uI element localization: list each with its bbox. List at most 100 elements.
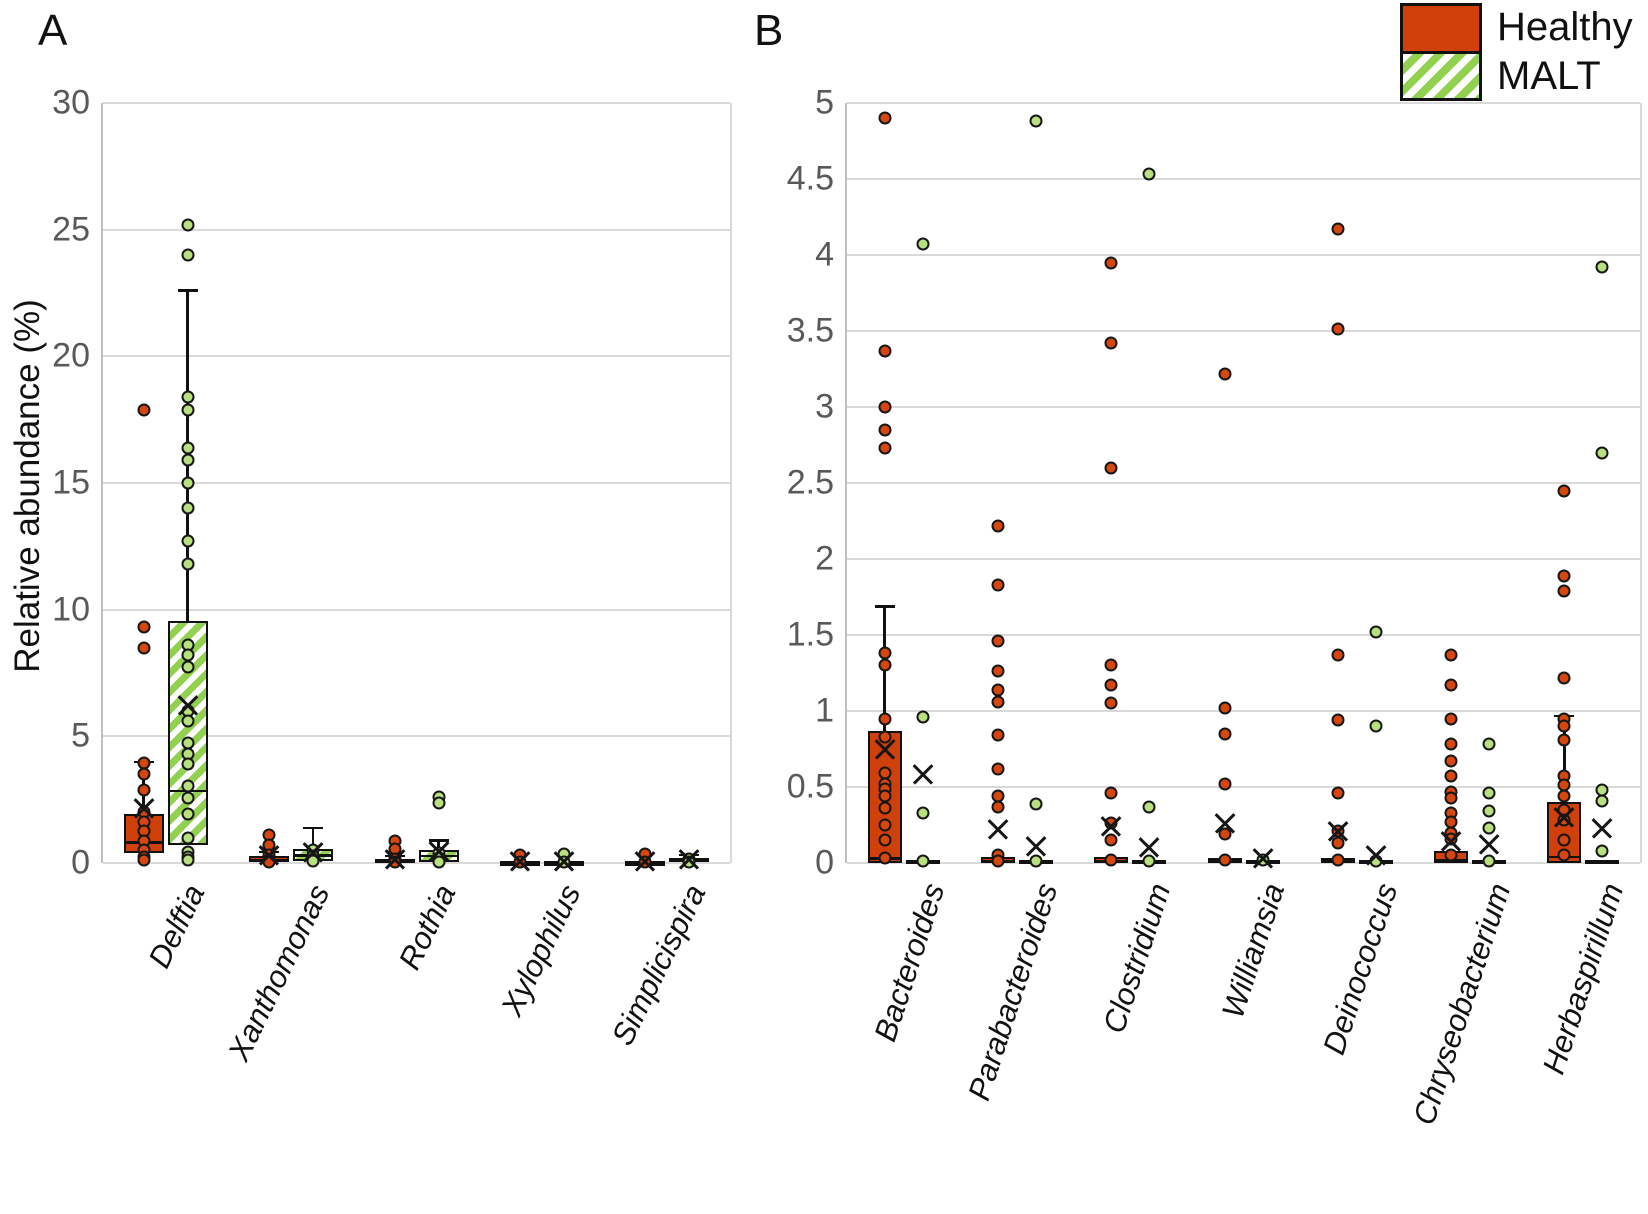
box-healthy	[1434, 850, 1469, 863]
data-point-healthy	[388, 834, 401, 848]
data-point-malt	[1142, 854, 1156, 868]
data-point-healthy	[1331, 648, 1345, 662]
box-healthy	[1547, 802, 1582, 863]
data-point-malt	[1595, 844, 1609, 858]
data-point-malt	[916, 854, 930, 868]
gridline	[103, 228, 730, 231]
y-tick-label: 30	[52, 83, 90, 122]
data-point-healthy	[991, 848, 1005, 862]
data-point-healthy	[1104, 786, 1118, 800]
data-point-healthy	[878, 789, 892, 803]
data-point-malt	[181, 714, 195, 728]
data-point-healthy	[1557, 671, 1571, 685]
median-line	[1245, 860, 1280, 864]
data-point-healthy	[638, 855, 652, 869]
median-line	[1358, 860, 1393, 864]
data-point-malt	[1029, 797, 1043, 811]
data-point-malt	[306, 854, 320, 868]
mean-marker	[1099, 815, 1123, 839]
data-point-malt	[432, 796, 445, 810]
median-line	[1094, 860, 1129, 863]
median-line	[625, 861, 666, 864]
data-point-healthy	[1444, 737, 1458, 751]
box-healthy	[123, 813, 164, 853]
mean-marker	[1590, 816, 1614, 840]
y-tick-label: 1.5	[786, 615, 834, 654]
data-point-malt	[181, 534, 195, 548]
median-line	[249, 858, 290, 862]
data-point-healthy	[513, 848, 527, 862]
data-point-healthy	[1218, 827, 1231, 841]
data-point-healthy	[137, 853, 151, 867]
data-point-malt	[432, 851, 445, 865]
box-malt	[418, 850, 459, 863]
x-category-label: Clostridium	[1096, 879, 1178, 1038]
data-point-malt	[682, 855, 696, 869]
mean-marker	[257, 843, 281, 867]
box-malt	[1472, 859, 1507, 864]
data-point-malt	[181, 791, 195, 805]
data-point-healthy	[1557, 769, 1571, 783]
data-point-malt	[181, 779, 195, 793]
whisker-cap	[874, 605, 895, 608]
legend-labels: Healthy MALT	[1497, 3, 1633, 101]
box-malt	[293, 849, 334, 862]
mean-marker	[1364, 843, 1388, 867]
median-line	[980, 860, 1015, 863]
y-axis-line	[101, 103, 103, 863]
box-healthy	[1320, 858, 1355, 863]
legend-swatch-malt	[1403, 50, 1479, 98]
data-point-malt	[181, 736, 195, 750]
box-malt	[669, 857, 710, 863]
y-tick-label: 4	[815, 235, 834, 274]
median-line	[123, 841, 164, 844]
data-point-healthy	[878, 851, 892, 865]
data-point-healthy	[878, 766, 892, 780]
whisker	[437, 840, 440, 851]
gridline	[847, 634, 1640, 636]
data-point-healthy	[262, 855, 276, 869]
data-point-malt	[1595, 783, 1609, 797]
data-point-healthy	[1331, 824, 1345, 838]
whisker	[393, 855, 396, 859]
y-tick-label: 1	[815, 691, 834, 730]
data-point-healthy	[991, 789, 1005, 803]
x-category-label: Chryseobacterium	[1406, 879, 1518, 1130]
data-point-malt	[916, 237, 930, 251]
median-line	[293, 854, 334, 857]
data-point-healthy	[137, 850, 151, 864]
data-point-malt	[1595, 794, 1609, 808]
data-point-healthy	[137, 620, 151, 634]
whisker-cap	[428, 839, 449, 842]
box-healthy	[374, 858, 415, 863]
box-malt	[905, 859, 940, 864]
mean-marker	[552, 849, 576, 873]
data-point-malt	[306, 843, 320, 857]
data-point-healthy	[1557, 833, 1571, 847]
median-line	[905, 860, 940, 864]
data-point-malt	[181, 831, 195, 845]
y-tick-label: 3	[815, 387, 834, 426]
box-healthy	[499, 862, 540, 867]
panel-b-label: B	[754, 6, 784, 55]
median-line	[1585, 860, 1620, 864]
y-tick-label: 2.5	[786, 463, 834, 502]
median-line	[1132, 860, 1167, 864]
data-point-malt	[1482, 737, 1496, 751]
data-point-healthy	[1331, 836, 1345, 850]
data-point-healthy	[137, 756, 151, 770]
median-line	[1547, 855, 1582, 859]
box-malt	[1245, 859, 1280, 864]
x-category-label: Xanthomonas	[221, 879, 337, 1067]
data-point-malt	[181, 403, 195, 417]
y-tick-label: 5	[71, 716, 90, 755]
data-point-healthy	[1557, 569, 1571, 583]
data-point-healthy	[137, 805, 151, 819]
data-point-healthy	[1104, 256, 1118, 270]
y-tick-label: 2	[815, 539, 834, 578]
gridline	[847, 254, 1640, 256]
mean-marker	[633, 849, 657, 873]
whisker	[186, 290, 189, 622]
